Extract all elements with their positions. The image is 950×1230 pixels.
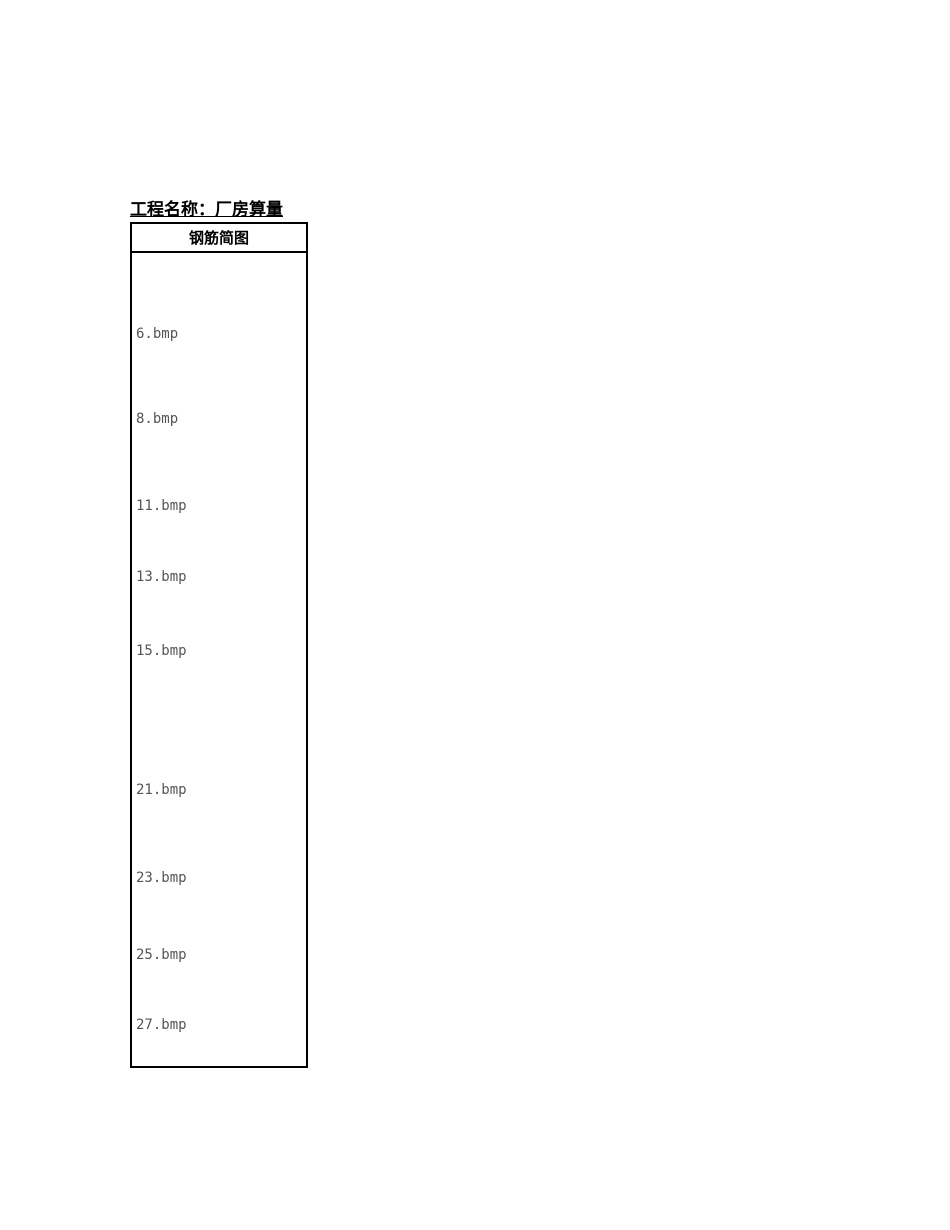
- table-row: 11.bmp: [136, 498, 187, 514]
- table-row: 15.bmp: [136, 643, 187, 659]
- table-row: 6.bmp: [136, 326, 178, 342]
- table-row: 23.bmp: [136, 870, 187, 886]
- document-container: 工程名称：厂房算量 钢筋简图 6.bmp 8.bmp 11.bmp 13.bmp 15.…: [130, 195, 308, 1068]
- table-row: 13.bmp: [136, 569, 187, 585]
- table-wrapper: 钢筋简图 6.bmp 8.bmp 11.bmp 13.bmp 15.bmp 21.bmp 2…: [130, 222, 308, 1068]
- table-row: 25.bmp: [136, 947, 187, 963]
- table-body: 6.bmp 8.bmp 11.bmp 13.bmp 15.bmp 21.bmp 23.bmp…: [132, 253, 306, 1066]
- table-row: 27.bmp: [136, 1017, 187, 1033]
- project-title: 工程名称：厂房算量: [130, 195, 308, 220]
- table-row: 8.bmp: [136, 411, 178, 427]
- table-row: 21.bmp: [136, 782, 187, 798]
- table-header: 钢筋简图: [132, 224, 306, 253]
